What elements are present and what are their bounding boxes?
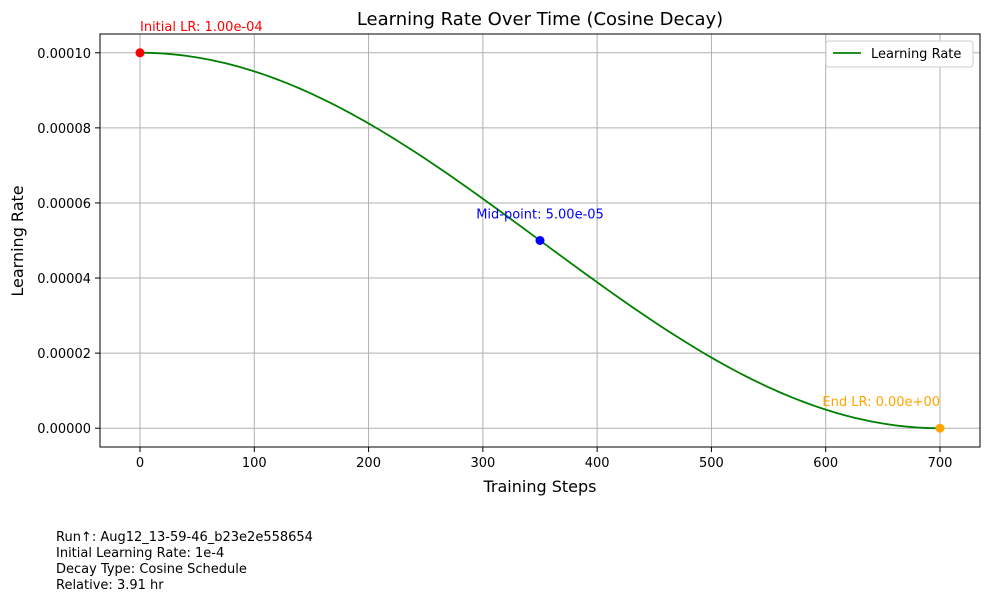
y-tick-label: 0.00008	[37, 122, 91, 137]
run-id-text: Run↑: Aug12_13-59-46_b23e2e558654	[56, 530, 313, 545]
x-tick-label: 500	[699, 456, 724, 471]
chart-title: Learning Rate Over Time (Cosine Decay)	[357, 9, 723, 30]
y-axis-label: Learning Rate	[8, 185, 27, 296]
x-tick-label: 200	[356, 456, 381, 471]
marker-point	[535, 236, 545, 245]
marker-annotation: Initial LR: 1.00e-04	[140, 20, 263, 35]
y-tick-label: 0.00010	[37, 47, 91, 62]
relative-time-text: Relative: 3.91 hr	[56, 578, 164, 593]
x-axis-label: Training Steps	[483, 477, 597, 496]
learning-rate-chart: Learning Rate Over Time (Cosine Decay) 0…	[8, 9, 981, 496]
x-tick-label: 700	[928, 456, 953, 471]
marker-annotation: Mid-point: 5.00e-05	[476, 208, 604, 223]
y-tick-label: 0.00004	[37, 272, 91, 287]
x-tick-label: 400	[585, 456, 610, 471]
marker-point	[935, 423, 945, 433]
plot-frame	[99, 33, 981, 448]
x-tick-label: 600	[813, 456, 838, 471]
y-tick-label: 0.00002	[37, 347, 91, 362]
decay-type-text: Decay Type: Cosine Schedule	[56, 562, 247, 577]
axis-ticks: 0 100 200 300 400 500 600 700 0.00000 0.00002 0.00…	[37, 47, 952, 471]
legend: Learning Rate	[825, 40, 974, 68]
marker-point	[135, 48, 145, 58]
marker-annotation: End LR: 0.00e+00	[822, 395, 940, 410]
run-info: Run↑: Aug12_13-59-46_b23e2e558654 Initia…	[56, 530, 313, 594]
x-tick-label: 300	[470, 456, 495, 471]
legend-label: Learning Rate	[871, 47, 961, 62]
x-tick-label: 0	[136, 456, 144, 471]
y-tick-label: 0.00000	[37, 422, 91, 437]
x-tick-label: 100	[242, 456, 267, 471]
y-tick-label: 0.00006	[37, 197, 91, 212]
plot-area: Initial LR: 1.00e-04 Mid-point: 5.00e-05 E…	[135, 20, 945, 433]
legend-box	[825, 40, 974, 68]
initial-lr-text: Initial Learning Rate: 1e-4	[56, 546, 225, 561]
